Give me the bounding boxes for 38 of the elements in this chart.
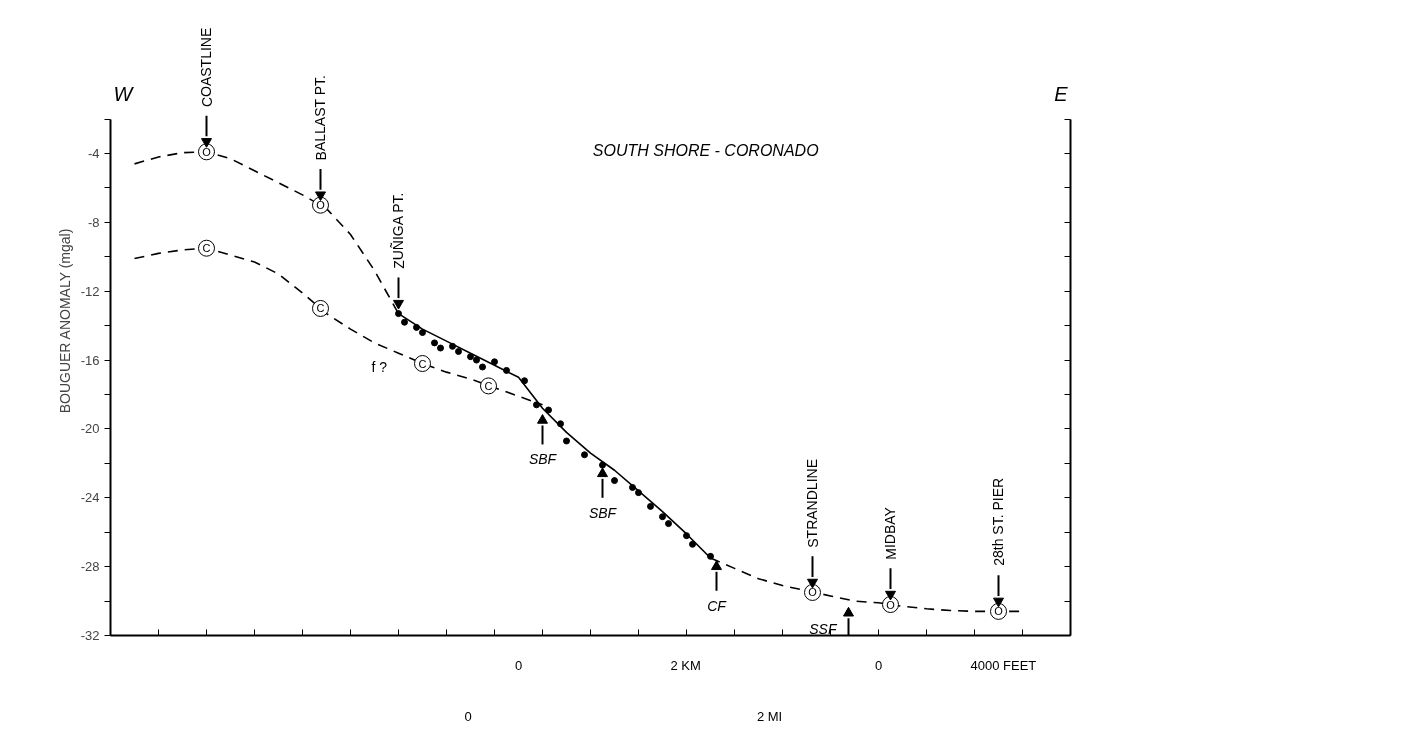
text: 0 [514,658,523,674]
y-tick-label: -8 [87,214,100,230]
text: W [113,83,135,106]
y-tick-label: -4 [87,146,100,162]
annotation: 28th ST. PIER [990,477,1007,566]
data-label: O [316,199,326,212]
data-label: SBF [588,504,618,521]
annotation: f ? [371,358,388,375]
data-label: O [808,586,818,599]
data-label: C [316,302,325,315]
data-label: C [418,357,427,370]
data-label: MIDBAY [882,506,899,560]
y-tick-label: -28 [80,559,100,575]
y-tick-label: -12 [80,283,100,299]
y-tick-label: -16 [80,352,100,368]
y-tick-label: -20 [80,421,100,437]
data-label: O [202,145,212,158]
data-label: STRANDLINE [804,459,821,548]
text: 0 [464,709,472,724]
data-label: O [994,605,1004,618]
data-label: SBF [528,451,558,468]
y-axis-title: BOUGUER ANOMALY (mgal) [56,228,73,414]
y-tick-label: -24 [80,490,100,506]
data-label: BALLAST PT. [312,75,329,161]
data-label: C [202,242,211,255]
data-label: CF [707,597,728,614]
text: 2 MI [756,709,783,724]
data-label: ZUÑIGA PT. [390,192,407,269]
text: SOUTH SHORE - CORONADO [592,141,819,159]
text: 2 KM [670,658,701,674]
data-label: COASTLINE [198,27,215,108]
text: 0 [874,658,883,674]
data-label: O [886,598,896,611]
data-label: C [484,379,493,392]
text: E [1054,83,1069,106]
y-tick-label: -32 [80,628,100,643]
text: 4000 FEET [970,658,1037,674]
data-label: SSF [809,620,838,637]
